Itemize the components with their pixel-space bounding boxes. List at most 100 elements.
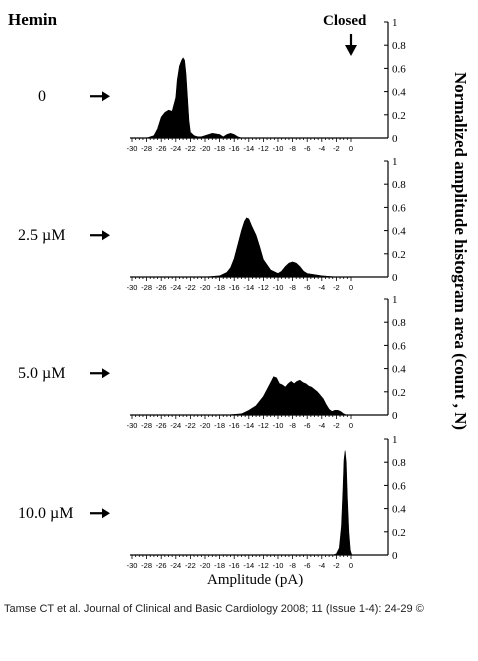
y-tick-label: 0 [392, 410, 398, 422]
closed-label: Closed [323, 13, 367, 29]
x-tick-label: -30 [127, 144, 138, 153]
x-tick-label: -20 [200, 421, 211, 430]
x-tick-label: -22 [185, 421, 196, 430]
x-tick-label: -8 [289, 421, 296, 430]
x-tick-label: -18 [214, 283, 225, 292]
histogram-panel: -30 -28 -26 -24 -22 -20 -18 -16 -14 -12 -10 -8 -6 -4-… [18, 294, 406, 430]
y-tick-label: 1 [392, 156, 398, 168]
x-tick-label: -6 [304, 144, 311, 153]
x-tick-label: -6 [304, 561, 311, 570]
x-tick-label: -8 [289, 283, 296, 292]
x-tick-label: -22 [185, 283, 196, 292]
x-tick-label: -6 [304, 421, 311, 430]
x-tick-label: -2 [333, 561, 340, 570]
y-tick-label: 0.8 [392, 457, 406, 469]
x-tick-label: -26 [156, 283, 167, 292]
y-tick-label: 0.4 [392, 504, 406, 516]
histogram-area [226, 376, 347, 416]
x-tick-label: -20 [200, 283, 211, 292]
x-tick-label: -26 [156, 421, 167, 430]
x-tick-label: -10 [273, 283, 284, 292]
condition-label: 2.5 µM [18, 227, 65, 244]
x-axis-label: Amplitude (pA) [207, 572, 303, 588]
x-tick-label: -4 [318, 144, 325, 153]
histogram-panel: -30 -28 -26 -24 -22 -20 -18 -16 -14 -12 -10 -8 -6 -4-… [18, 156, 406, 292]
x-tick-label: -28 [141, 421, 152, 430]
x-tick-label: 0 [349, 561, 353, 570]
x-tick-label: -2 [333, 283, 340, 292]
y-tick-label: 0.6 [392, 63, 406, 75]
y-tick-label: 0.2 [392, 249, 406, 261]
y-tick-label: 0.8 [392, 317, 406, 329]
x-tick-label: -24 [170, 283, 181, 292]
closed-arrow-icon [345, 34, 357, 56]
y-tick-label: 0.2 [392, 527, 406, 539]
y-tick-label: 1 [392, 294, 398, 306]
y-tick-label: 0 [392, 133, 398, 145]
x-tick-label: -12 [258, 144, 269, 153]
x-tick-label: -18 [214, 421, 225, 430]
x-tick-label: -16 [229, 283, 240, 292]
condition-arrow-icon [90, 508, 110, 519]
x-tick-label: -6 [304, 283, 311, 292]
x-tick-label: -24 [170, 561, 181, 570]
x-tick-label: -28 [141, 283, 152, 292]
x-tick-label: -14 [243, 561, 254, 570]
x-tick-label: -16 [229, 421, 240, 430]
x-tick-label: -14 [243, 421, 254, 430]
x-tick-label: -12 [258, 421, 269, 430]
x-tick-label: -26 [156, 144, 167, 153]
x-tick-label: -18 [214, 561, 225, 570]
x-tick-label: -2 [333, 421, 340, 430]
x-tick-label: -10 [273, 561, 284, 570]
condition-arrow-icon [90, 368, 110, 379]
condition-label: 5.0 µM [18, 365, 65, 382]
x-tick-label: -12 [258, 283, 269, 292]
x-tick-label: -4 [318, 283, 325, 292]
citation-footer: Tamse CT et al. Journal of Clinical and … [4, 603, 424, 615]
y-tick-label: 0.4 [392, 226, 406, 238]
x-tick-label: -16 [229, 561, 240, 570]
histogram-area [146, 57, 249, 139]
x-tick-label: -8 [289, 561, 296, 570]
x-tick-label: -18 [214, 144, 225, 153]
x-tick-label: -12 [258, 561, 269, 570]
x-tick-label: -24 [170, 144, 181, 153]
x-tick-label: -24 [170, 421, 181, 430]
y-tick-label: 1 [392, 434, 398, 446]
x-tick-label: -22 [185, 144, 196, 153]
x-tick-label: -16 [229, 144, 240, 153]
y-tick-label: 0.2 [392, 110, 406, 122]
x-tick-label: -14 [243, 144, 254, 153]
condition-label: 0 [38, 88, 46, 105]
x-tick-label: -10 [273, 144, 284, 153]
agent-label: Hemin [8, 10, 58, 29]
histogram-area [204, 217, 337, 278]
y-tick-label: 0.4 [392, 364, 406, 376]
x-tick-label: -2 [333, 144, 340, 153]
y-tick-label: 0.8 [392, 40, 406, 52]
x-tick-label: -4 [318, 421, 325, 430]
x-tick-label: -26 [156, 561, 167, 570]
x-tick-label: -30 [127, 421, 138, 430]
x-tick-label: -14 [243, 283, 254, 292]
x-tick-label: -30 [127, 561, 138, 570]
y-tick-label: 0.6 [392, 480, 406, 492]
y-tick-label: 0.6 [392, 340, 406, 352]
y-tick-label: 1 [392, 17, 398, 29]
x-tick-label: 0 [349, 144, 353, 153]
y-tick-label: 0.6 [392, 202, 406, 214]
y-tick-label: 0 [392, 272, 398, 284]
y-axis-label: Normalized amplitude histogram area (cou… [451, 72, 470, 430]
x-tick-label: -4 [318, 561, 325, 570]
panels-group: -30 -28 -26 -24 -22 -20 -18 -16 -14 -12 -10 -8 -6 -4-… [18, 17, 406, 570]
x-tick-label: 0 [349, 421, 353, 430]
y-tick-label: 0.2 [392, 387, 406, 399]
y-tick-label: 0 [392, 550, 398, 562]
y-tick-label: 0.8 [392, 179, 406, 191]
x-tick-label: 0 [349, 283, 353, 292]
x-tick-label: -28 [141, 561, 152, 570]
histogram-panel: -30 -28 -26 -24 -22 -20 -18 -16 -14 -12 -10 -8 -6 -4-… [38, 17, 406, 153]
condition-arrow-icon [90, 91, 110, 102]
